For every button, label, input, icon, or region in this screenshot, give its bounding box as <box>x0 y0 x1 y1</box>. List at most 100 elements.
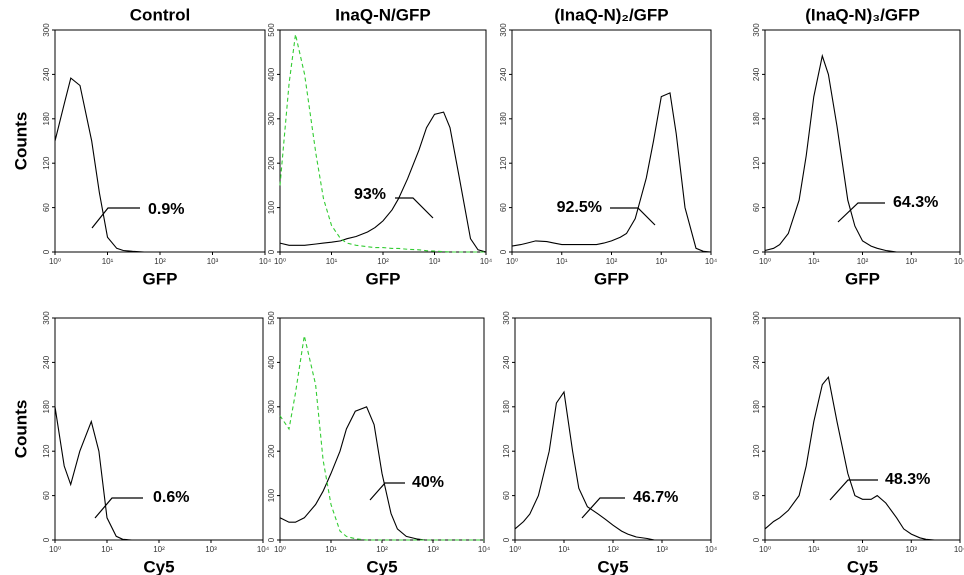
y-tick-label: 0 <box>499 249 508 254</box>
annotation: 92.5% <box>557 199 602 216</box>
y-tick-label: 300 <box>267 400 276 414</box>
annotation-bracket <box>837 202 885 223</box>
y-tick-label: 240 <box>42 355 51 369</box>
x-tick-label: 10³ <box>905 257 917 266</box>
x-tick-label: 10⁴ <box>705 545 718 554</box>
y-tick-label: 120 <box>752 444 761 458</box>
x-tick-label: 10¹ <box>558 545 570 554</box>
y-tick-label: 0 <box>42 537 51 542</box>
histogram-line <box>54 406 263 541</box>
y-tick-label: 200 <box>267 156 276 170</box>
y-axis-label: Counts <box>11 400 30 459</box>
y-tick-label: 300 <box>502 311 511 325</box>
x-tick-label: 10¹ <box>102 257 114 266</box>
y-tick-label: 60 <box>752 491 761 500</box>
plot-frame <box>279 29 487 253</box>
panel-title: Control <box>130 5 190 24</box>
x-tick-label: 10⁰ <box>509 545 521 554</box>
y-tick-label: 0 <box>502 537 511 542</box>
y-tick-label: 500 <box>267 311 276 325</box>
annotation-bracket <box>94 497 143 519</box>
y-tick-label: 180 <box>752 400 761 414</box>
y-tick-label: 0 <box>267 249 276 254</box>
annotation-bracket <box>395 197 434 219</box>
x-tick-label: 10² <box>376 545 388 554</box>
y-tick-label: 180 <box>42 400 51 414</box>
plot-frame <box>54 317 264 541</box>
y-tick-label: 300 <box>267 112 276 126</box>
y-tick-label: 300 <box>752 23 761 37</box>
histogram-line <box>279 406 484 541</box>
y-tick-label: 300 <box>499 23 508 37</box>
x-axis-label: Cy5 <box>143 557 174 575</box>
x-tick-label: 10³ <box>429 257 441 266</box>
x-tick-label: 10¹ <box>101 545 113 554</box>
y-axis-label: Counts <box>11 112 30 171</box>
x-tick-label: 10² <box>857 257 869 266</box>
y-tick-label: 120 <box>42 444 51 458</box>
y-tick-label: 100 <box>267 200 276 214</box>
y-tick-label: 240 <box>502 355 511 369</box>
x-tick-label: 10² <box>857 545 869 554</box>
x-tick-label: 10³ <box>905 545 917 554</box>
y-tick-label: 60 <box>752 203 761 212</box>
y-tick-label: 240 <box>42 67 51 81</box>
histogram-line <box>279 111 487 253</box>
y-tick-label: 200 <box>267 444 276 458</box>
histogram-line <box>279 34 486 253</box>
y-tick-label: 500 <box>267 23 276 37</box>
x-axis-label: GFP <box>143 269 178 288</box>
x-axis-label: Cy5 <box>366 557 397 575</box>
x-axis-label: Cy5 <box>847 557 878 575</box>
histogram-line <box>54 77 265 253</box>
y-tick-label: 120 <box>752 156 761 170</box>
panel-title: (InaQ-N)₂/GFP <box>554 5 668 24</box>
histogram-line <box>764 375 960 541</box>
plot-frame <box>764 29 961 253</box>
x-axis-label: GFP <box>594 269 629 288</box>
histogram-line <box>279 335 484 541</box>
annotation: 0.9% <box>148 201 184 218</box>
x-tick-label: 10⁰ <box>274 545 286 554</box>
x-axis-label: GFP <box>845 269 880 288</box>
plot-frame <box>54 29 266 253</box>
plot-frame <box>514 317 712 541</box>
x-tick-label: 10⁰ <box>506 257 518 266</box>
y-tick-label: 120 <box>499 156 508 170</box>
x-tick-label: 10⁴ <box>954 257 964 266</box>
annotation: 93% <box>354 186 386 203</box>
annotation: 40% <box>412 474 444 491</box>
x-axis-label: GFP <box>366 269 401 288</box>
histogram-line <box>511 92 712 253</box>
x-tick-label: 10³ <box>655 257 667 266</box>
x-tick-label: 10³ <box>656 545 668 554</box>
x-tick-label: 10⁰ <box>49 257 61 266</box>
y-tick-label: 240 <box>752 67 761 81</box>
y-tick-label: 180 <box>499 112 508 126</box>
plot-frame <box>279 317 485 541</box>
plot-frame <box>764 317 961 541</box>
y-tick-label: 180 <box>752 112 761 126</box>
x-tick-label: 10¹ <box>326 257 338 266</box>
annotation-bracket <box>91 207 140 229</box>
x-tick-label: 10² <box>377 257 389 266</box>
annotation: 48.3% <box>885 471 930 488</box>
y-tick-label: 0 <box>752 537 761 542</box>
histogram-line <box>764 53 960 253</box>
annotation: 0.6% <box>153 489 189 506</box>
x-tick-label: 10² <box>154 257 166 266</box>
x-tick-label: 10⁴ <box>478 545 491 554</box>
annotation: 64.3% <box>893 194 938 211</box>
y-tick-label: 100 <box>267 488 276 502</box>
y-tick-label: 300 <box>752 311 761 325</box>
y-tick-label: 120 <box>42 156 51 170</box>
panel-title: (InaQ-N)₃/GFP <box>805 5 920 24</box>
y-tick-label: 400 <box>267 355 276 369</box>
x-tick-label: 10² <box>607 545 619 554</box>
x-tick-label: 10³ <box>207 257 219 266</box>
y-tick-label: 180 <box>42 112 51 126</box>
x-tick-label: 10⁴ <box>705 257 718 266</box>
y-tick-label: 60 <box>502 491 511 500</box>
